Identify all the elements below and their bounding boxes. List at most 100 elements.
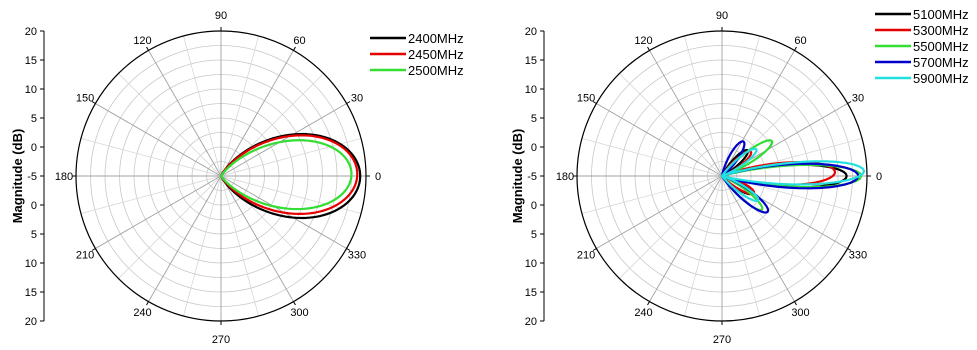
angle-tick-label: 30 [351,93,363,105]
angle-tick-mark [91,248,96,251]
legend-label: 2500MHz [408,63,464,78]
radial-tick-label: 0 [531,142,537,154]
angle-tick-mark [592,101,597,104]
series-line [219,139,353,211]
grid-spoke [148,175,222,302]
grid-spoke [80,175,222,214]
angle-tick-mark [146,301,149,306]
angle-tick-label: 270 [713,334,731,345]
angle-tick-label: 150 [577,93,595,105]
grid-spoke [220,103,347,177]
y-axis-label: Magnitude (dB) [10,129,25,224]
radial-tick-label: 0 [531,200,537,212]
angle-tick-label: 210 [577,250,595,262]
radial-tick-label: 20 [525,316,537,328]
angle-tick-mark [146,46,149,51]
angle-tick-mark [293,46,296,51]
grid-spoke [721,175,760,317]
grid-spoke [581,138,723,177]
grid-spoke [148,50,222,177]
grid-spoke [684,35,723,177]
angle-tick-label: 60 [293,35,305,47]
angle-tick-label: 150 [76,93,94,105]
angle-tick-label: 240 [133,307,151,319]
grid-spoke [649,50,723,177]
angle-tick-label: 210 [76,250,94,262]
angle-tick-label: 270 [212,334,230,345]
angle-tick-mark [293,301,296,306]
grid-spoke [183,175,222,317]
grid-spoke [596,175,723,249]
grid-spoke [220,175,294,302]
radial-tick-label: 10 [525,258,537,270]
angle-tick-label: 120 [133,35,151,47]
radial-tick-label: 20 [525,26,537,38]
angle-tick-label: 90 [716,10,728,22]
radial-tick-label: 0 [31,142,37,154]
radial-tick-label: 10 [25,84,37,96]
grid-spoke [95,103,222,177]
angle-tick-label: 180 [55,171,73,183]
angle-tick-mark [592,248,597,251]
radial-tick-label: 15 [525,287,537,299]
angle-tick-label: 330 [348,250,366,262]
angle-tick-label: 180 [556,171,574,183]
radial-tick-label: 15 [25,55,37,67]
grid-spoke [721,175,795,302]
grid-spoke [596,103,723,177]
legend-label: 5700MHz [913,55,969,70]
radial-tick-label: 20 [25,26,37,38]
legend-label: 5900MHz [913,71,969,86]
radial-tick-label: -5 [527,171,537,183]
angle-tick-mark [647,46,650,51]
angle-tick-label: 60 [794,35,806,47]
grid-spoke [581,175,723,214]
radial-tick-label: 10 [525,84,537,96]
grid-spoke [118,175,222,279]
angle-tick-label: 90 [215,10,227,22]
series-line [219,134,359,216]
legend-label: 5300MHz [913,23,969,38]
grid-spoke [619,73,723,177]
legend-label: 2450MHz [408,47,464,62]
angle-tick-label: 300 [290,307,308,319]
series-line [720,139,863,212]
radial-tick-label: -5 [27,171,37,183]
angle-tick-label: 30 [852,93,864,105]
angle-tick-label: 0 [876,171,882,183]
radial-tick-label: 5 [31,113,37,125]
legend-label: 5100MHz [913,7,969,22]
grid-spoke [220,175,259,317]
angle-tick-label: 300 [791,307,809,319]
grid-spoke [80,138,222,177]
grid-spoke [220,175,362,214]
angle-tick-mark [647,301,650,306]
grid-spoke [220,35,259,177]
angle-tick-mark [794,301,797,306]
angle-tick-label: 240 [634,307,652,319]
radial-tick-label: 20 [25,316,37,328]
y-axis-label: Magnitude (dB) [510,129,525,224]
grid-spoke [183,35,222,177]
radial-tick-label: 0 [31,200,37,212]
polar-plot-5g: 0 30 60 90 120 150 180 210 240 270 300 330 20 15 10 5 0 -… [510,7,969,346]
grid-spoke [619,175,723,279]
grid-spoke [118,73,222,177]
grid-spoke [721,35,760,177]
series-line [720,140,860,214]
angle-tick-mark [346,248,351,251]
angle-tick-mark [847,101,852,104]
radial-tick-label: 15 [25,287,37,299]
angle-tick-label: 330 [849,250,867,262]
radial-tick-label: 5 [531,113,537,125]
grid-spoke [649,175,723,302]
radial-tick-label: 5 [531,229,537,241]
angle-tick-mark [847,248,852,251]
angle-tick-label: 0 [375,171,381,183]
angle-tick-mark [91,101,96,104]
polar-plot-2g: 030609012015018021024027030033020151050-… [10,10,464,346]
angle-tick-label: 120 [634,35,652,47]
grid-spoke [721,50,795,177]
